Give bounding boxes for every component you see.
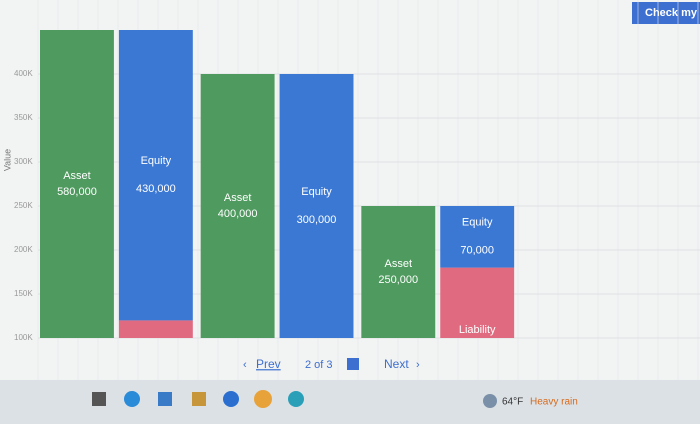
- bar: [118, 30, 193, 321]
- value-label: 430,000: [136, 183, 176, 195]
- bar-label: Asset: [63, 170, 91, 182]
- bar: [40, 30, 114, 338]
- bar-label: Asset: [385, 258, 413, 270]
- bar: [279, 74, 354, 338]
- bar: [440, 206, 515, 268]
- y-tick-label: 400K: [14, 69, 33, 78]
- bar: [118, 320, 193, 338]
- taskbar-icon[interactable]: [124, 391, 140, 407]
- page-indicator: 2 of 3: [305, 359, 333, 371]
- y-tick-label: 150K: [14, 289, 33, 298]
- taskbar-icon[interactable]: [192, 392, 206, 406]
- bar-label: Equity: [141, 155, 172, 167]
- y-tick-label: 300K: [14, 157, 33, 166]
- check-button-label[interactable]: Check my w: [645, 7, 700, 19]
- temperature: 64°F: [502, 397, 523, 408]
- bars: [40, 30, 515, 338]
- prev-link[interactable]: Prev: [256, 357, 281, 371]
- plot: 100K 150K 200K 250K 300K 350K 400K Asset 580,000…: [14, 0, 700, 380]
- y-tick-label: 200K: [14, 245, 33, 254]
- grid-icon[interactable]: [347, 358, 359, 370]
- weather: Heavy rain: [530, 397, 578, 408]
- y-axis-label: Value: [2, 149, 12, 171]
- taskbar-icon[interactable]: [254, 390, 272, 408]
- taskbar-icon[interactable]: [158, 392, 172, 406]
- bar: [440, 267, 515, 338]
- taskbar-icon[interactable]: [223, 391, 239, 407]
- taskbar-icon[interactable]: [288, 391, 304, 407]
- prev-arrow[interactable]: ‹: [243, 359, 247, 371]
- value-label: 70,000: [460, 245, 494, 257]
- bar-label: Liability: [459, 324, 496, 336]
- weather-icon: [483, 394, 497, 408]
- y-tick-label: 250K: [14, 201, 33, 210]
- y-tick-label: 100K: [14, 333, 33, 342]
- check-button[interactable]: [632, 2, 700, 24]
- value-label: 300,000: [297, 214, 337, 226]
- bar-label: Asset: [224, 192, 252, 204]
- bar: [200, 74, 275, 338]
- value-label: 250,000: [378, 274, 418, 286]
- bar-label: Equity: [462, 217, 493, 229]
- y-tick-label: 350K: [14, 113, 33, 122]
- value-label: 580,000: [57, 186, 97, 198]
- next-arrow[interactable]: ›: [416, 359, 420, 371]
- taskbar-icon[interactable]: [92, 392, 106, 406]
- bar-label: Equity: [301, 186, 332, 198]
- bar: [361, 206, 436, 338]
- taskbar: [0, 380, 700, 424]
- next-link[interactable]: Next: [384, 357, 409, 371]
- value-label: 400,000: [218, 208, 258, 220]
